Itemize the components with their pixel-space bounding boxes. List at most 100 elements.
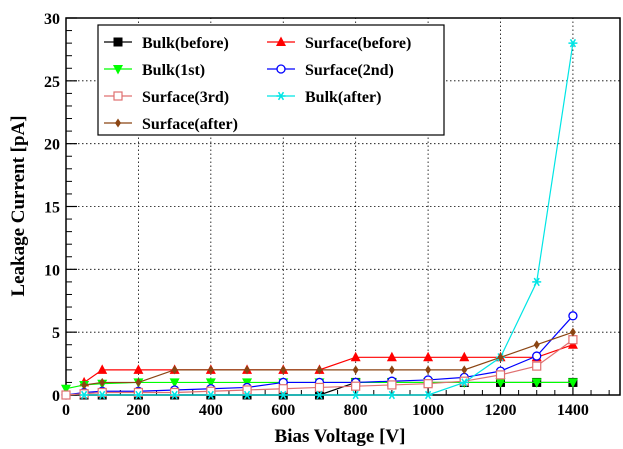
axis-ticks: 0 200 400 600 800 1000 1200 1400 0 5 10 15 20 25 30 [44, 11, 610, 419]
data-point-surface-3rd [242, 385, 252, 395]
x-tick-label: 0 [62, 402, 70, 419]
x-tick-label: 600 [271, 402, 295, 419]
data-point-surface-2nd [532, 351, 542, 361]
data-point-bulk-after [278, 390, 288, 400]
data-point-surface-after [388, 365, 395, 375]
data-point-surface-before [423, 351, 434, 362]
data-point-bulk-after [387, 390, 397, 400]
legend-marker-surface-before [276, 36, 286, 46]
legend-label: Bulk(before) [142, 35, 229, 52]
data-point-surface-2nd [568, 311, 578, 321]
data-point-surface-3rd [387, 380, 397, 390]
series-surface-3rd [61, 335, 578, 400]
data-point-bulk-1st [61, 384, 71, 395]
x-tick-label: 1000 [412, 402, 444, 419]
series-layer [61, 38, 578, 400]
legend-marker-bulk-1st [113, 65, 123, 75]
data-point-surface-3rd [532, 361, 542, 371]
legend-entry-surface-2nd: Surface(2nd) [267, 62, 394, 79]
legend-marker-bulk-before [113, 37, 123, 47]
data-point-bulk-after [206, 390, 216, 400]
legend-label: Surface(2nd) [305, 62, 394, 79]
data-point-surface-3rd [133, 387, 144, 398]
x-tick-label: 1200 [485, 402, 517, 419]
data-point-surface-3rd [495, 370, 506, 380]
legend-entry-bulk-after: Bulk(after) [267, 89, 381, 106]
data-point-bulk-after [314, 390, 324, 400]
x-axis-title: Bias Voltage [V] [275, 426, 406, 447]
y-axis-title: Leakage Current [pA] [8, 115, 29, 296]
data-point-bulk-after [423, 390, 433, 400]
data-point-surface-after [497, 352, 504, 362]
legend-label: Bulk(1st) [142, 62, 205, 79]
data-point-surface-3rd [170, 387, 180, 398]
legend-marker-surface-3rd [113, 91, 123, 101]
legend-label: Surface(after) [142, 116, 238, 133]
legend-entry-bulk-before: Bulk(before) [104, 35, 229, 52]
data-point-surface-after [316, 365, 323, 375]
data-point-surface-after [171, 365, 178, 375]
data-point-surface-3rd [423, 379, 433, 389]
data-point-bulk-after [351, 390, 361, 400]
data-point-surface-after [207, 365, 214, 375]
data-point-surface-after [135, 377, 142, 387]
y-tick-label: 10 [44, 262, 60, 279]
data-point-surface-3rd [61, 390, 71, 400]
legend-entry-surface-3rd: Surface(3rd) [104, 89, 229, 106]
data-point-bulk-1st [567, 378, 578, 388]
data-point-surface-before [350, 351, 361, 362]
data-point-bulk-after [568, 38, 578, 48]
data-point-surface-after [533, 340, 540, 350]
series-line-surface-2nd [65, 315, 574, 396]
data-point-surface-after [81, 380, 88, 390]
data-point-surface-after [99, 377, 106, 387]
x-tick-label: 400 [199, 402, 223, 419]
data-point-surface-before [97, 364, 108, 374]
y-tick-label: 30 [44, 11, 60, 28]
data-point-surface-after [244, 365, 251, 375]
data-point-bulk-1st [531, 378, 542, 388]
data-point-bulk-after [97, 390, 107, 400]
data-point-surface-after [352, 365, 359, 375]
legend-marker-bulk-after [276, 91, 286, 101]
data-point-surface-after [280, 365, 287, 375]
legend-entry-surface-after: Surface(after) [104, 116, 238, 133]
legend-marker-surface-after [115, 118, 121, 128]
data-point-bulk-after [133, 390, 143, 400]
data-point-surface-after [569, 327, 576, 337]
legend-marker-surface-2nd [276, 64, 286, 74]
data-point-surface-3rd [568, 335, 578, 345]
data-point-bulk-after [532, 277, 542, 287]
legend-box [97, 24, 445, 136]
series-surface-after [81, 327, 576, 390]
data-point-surface-after [425, 365, 432, 375]
legend: Bulk(before) Surface(before) Bulk(1st) Surf… [104, 35, 411, 133]
y-tick-label: 0 [52, 388, 60, 405]
y-tick-label: 5 [52, 325, 60, 342]
legend-label: Surface(before) [305, 35, 411, 52]
series-bulk-after [79, 38, 578, 400]
legend-entry-surface-before: Surface(before) [267, 35, 411, 52]
data-point-bulk-1st [169, 378, 180, 388]
data-point-surface-3rd [314, 382, 325, 393]
data-point-bulk-after [170, 390, 180, 400]
y-tick-label: 20 [44, 137, 60, 154]
legend-label: Bulk(after) [305, 89, 381, 106]
data-point-bulk-after [242, 390, 252, 400]
x-tick-label: 200 [126, 402, 150, 419]
x-tick-label: 1400 [557, 402, 589, 419]
y-tick-label: 25 [44, 74, 60, 91]
data-point-surface-3rd [97, 387, 107, 398]
data-point-surface-before [386, 351, 397, 362]
data-point-bulk-1st [495, 378, 506, 388]
x-tick-label: 800 [344, 402, 368, 419]
y-tick-label: 15 [44, 200, 60, 217]
data-point-surface-after [461, 365, 468, 375]
series-line-surface-3rd [65, 339, 574, 396]
data-point-bulk-after [459, 378, 469, 387]
legend-entry-bulk-1st: Bulk(1st) [104, 62, 205, 79]
data-point-bulk-after [79, 390, 89, 400]
legend-label: Surface(3rd) [142, 89, 229, 106]
data-point-surface-before [133, 364, 144, 374]
